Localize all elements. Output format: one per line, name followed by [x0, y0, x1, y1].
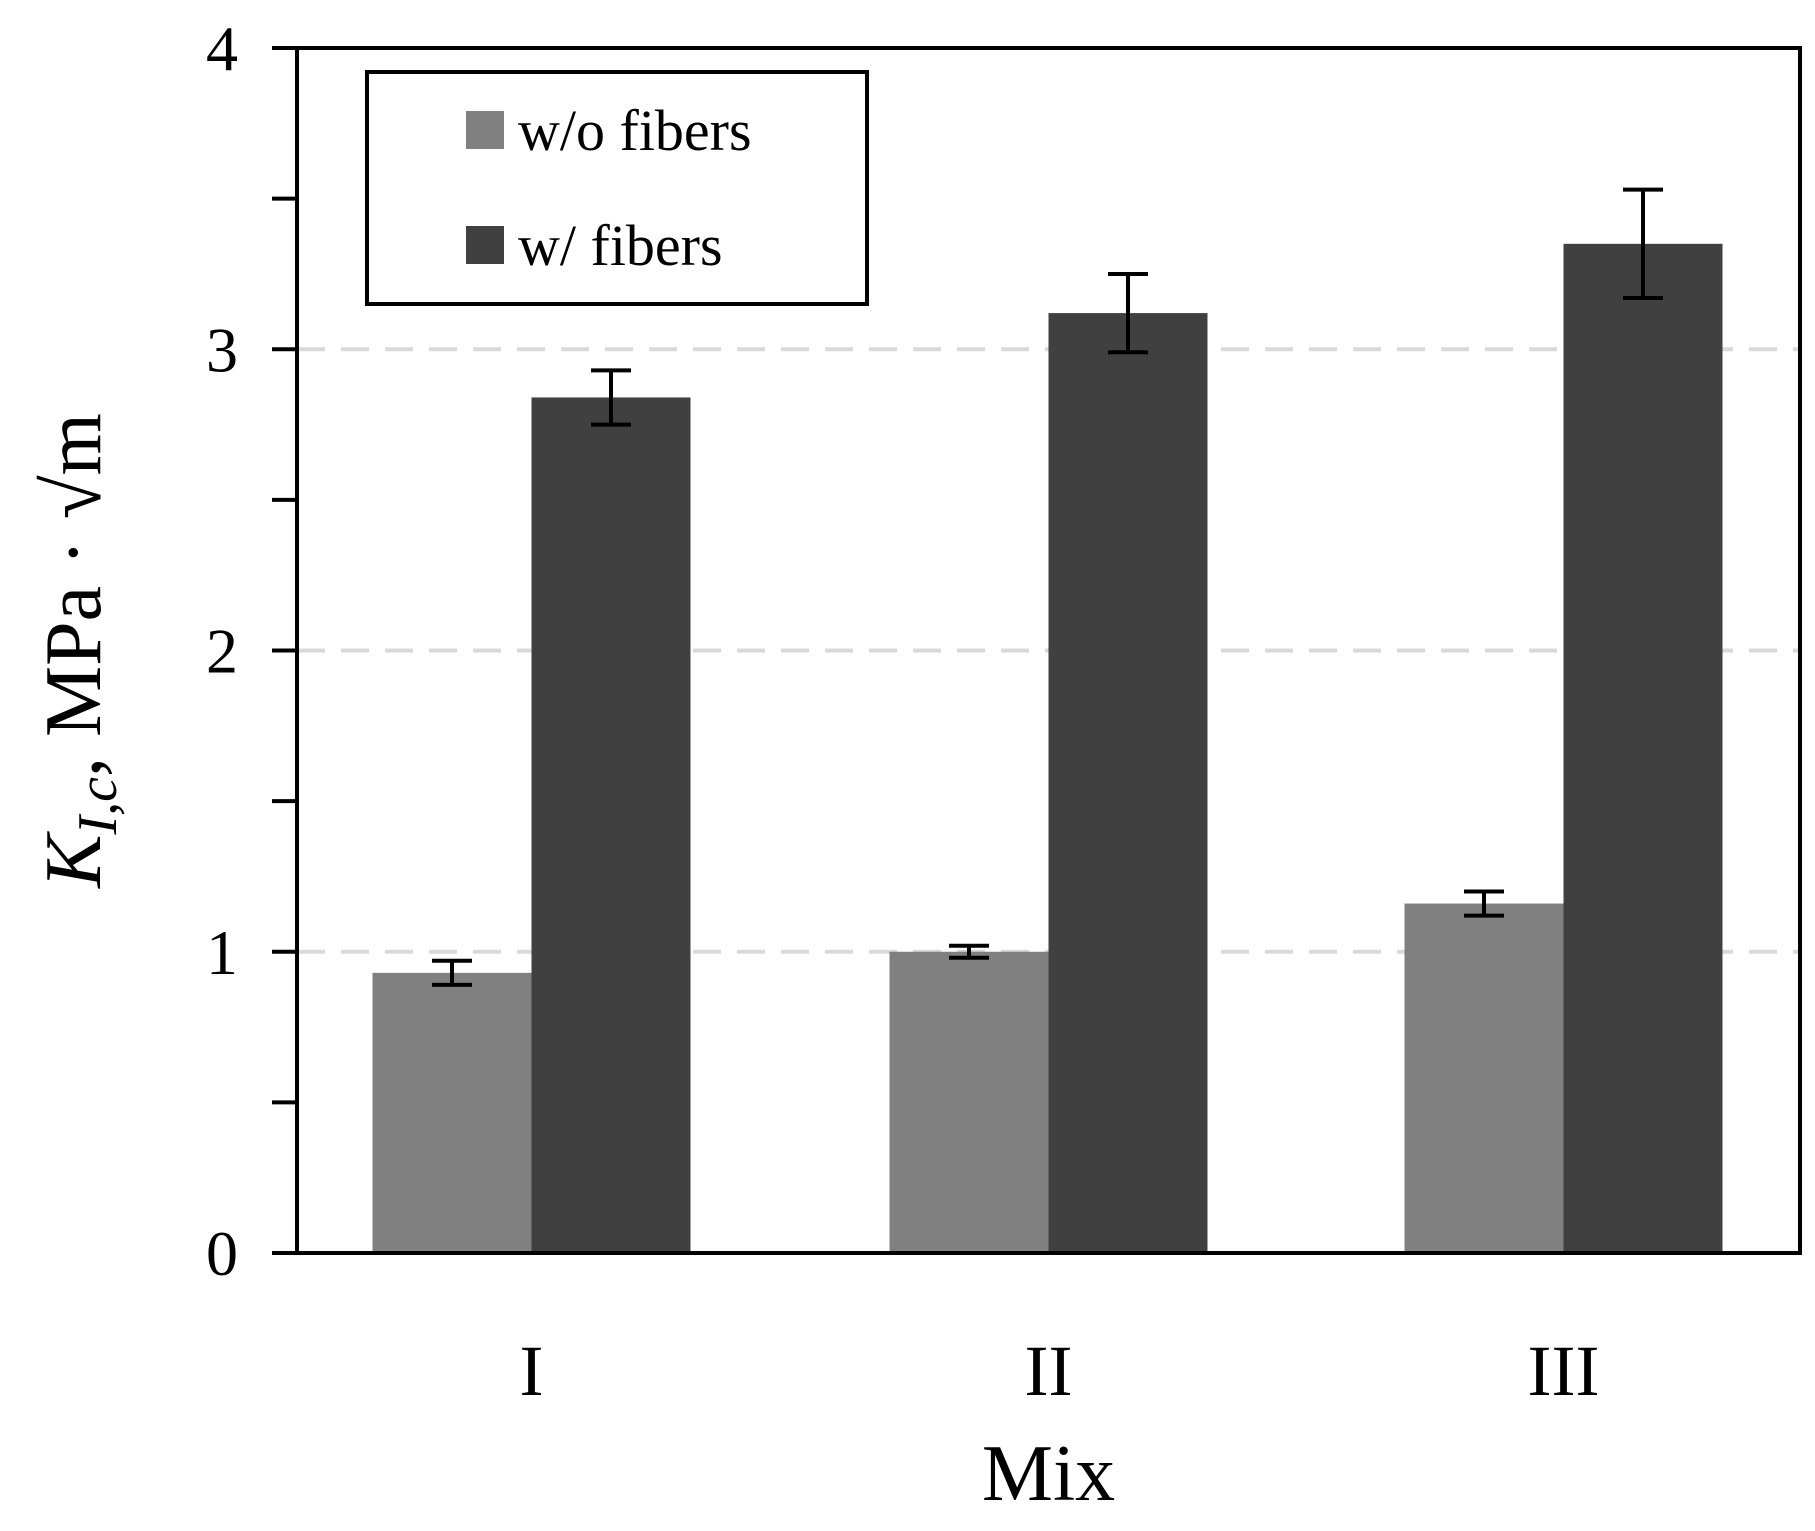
bar-w-fibers-III	[1563, 243, 1723, 1253]
bar-w-o-fibers-I	[372, 972, 532, 1253]
y-tick-label-0: 0	[206, 1218, 238, 1289]
y-axis-symbol: K	[30, 831, 118, 889]
x-tick-label-II: II	[1025, 1331, 1073, 1411]
bars	[372, 243, 1723, 1254]
error-bar-w-fibers-II	[1108, 271, 1148, 355]
legend-label-w-fibers: w/ fibers	[518, 213, 723, 278]
bar-w-fibers-I	[531, 397, 691, 1253]
axes	[272, 46, 1802, 1255]
y-tick-label-1: 1	[206, 917, 238, 988]
legend-swatch-w-o-fibers	[466, 111, 504, 149]
error-bar-w-fibers-III	[1623, 187, 1663, 301]
legend-box	[365, 70, 869, 306]
y-tick-label-3: 3	[206, 314, 238, 385]
error-bar-w-o-fibers-I	[432, 958, 472, 987]
legend: w/o fibers w/ fibers	[365, 70, 869, 306]
y-axis-subscript: I,c	[67, 777, 129, 836]
error-bar-w-fibers-I	[591, 368, 631, 427]
bar-w-o-fibers-III	[1404, 903, 1564, 1253]
y-axis-title: KI,c, MPa · √m	[30, 413, 129, 889]
x-tick-label-III: III	[1528, 1331, 1600, 1411]
legend-swatch-w-fibers	[466, 226, 504, 264]
error-bar-w-o-fibers-III	[1464, 889, 1504, 918]
bar-w-fibers-II	[1048, 313, 1208, 1254]
x-axis-title: Mix	[982, 1430, 1115, 1518]
legend-label-w-o-fibers: w/o fibers	[518, 98, 752, 163]
error-bar-w-o-fibers-II	[949, 943, 989, 960]
y-axis-units: MPa · √m	[30, 413, 118, 737]
bar-w-o-fibers-II	[889, 951, 1049, 1253]
y-axis-separator: ,	[30, 737, 118, 777]
x-tick-label-I: I	[520, 1331, 544, 1411]
y-tick-label-4: 4	[206, 13, 238, 84]
error-bars	[432, 187, 1663, 987]
y-tick-label-2: 2	[206, 616, 238, 687]
